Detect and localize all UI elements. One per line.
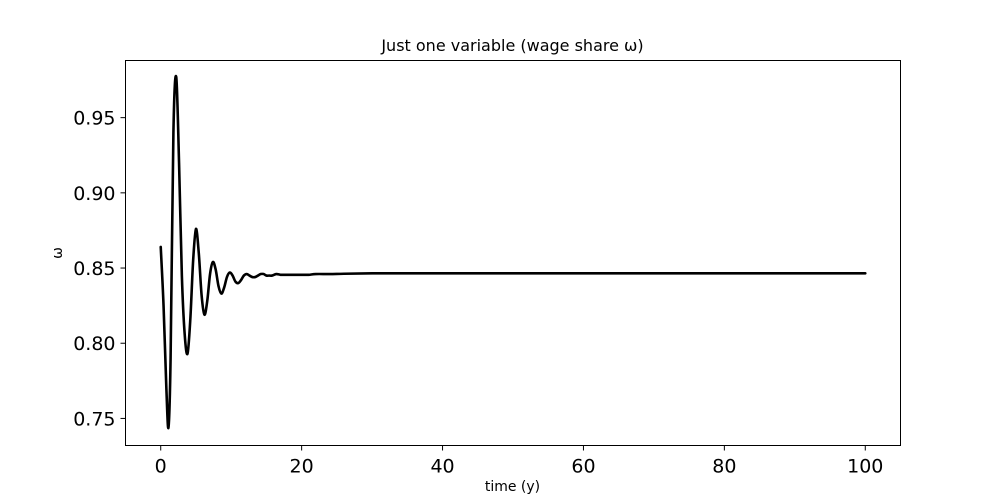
y-tick-label: 0.75 (73, 408, 115, 430)
x-tick-label: 100 (847, 456, 883, 478)
x-axis-ticks: 0 20 40 60 80 100 (155, 445, 883, 478)
x-tick-label: 0 (155, 456, 167, 478)
x-tick-label: 20 (290, 456, 314, 478)
x-tick-label: 60 (571, 456, 595, 478)
y-tick-label: 0.80 (73, 333, 115, 355)
y-tick-label: 0.85 (73, 258, 115, 280)
x-axis-label: time (y) (485, 479, 540, 495)
y-axis-label: ω (50, 247, 66, 259)
plot-area-frame (125, 60, 901, 446)
chart-title: Just one variable (wage share ω) (380, 36, 643, 55)
x-tick-label: 80 (712, 456, 736, 478)
y-tick-label: 0.95 (73, 108, 115, 130)
x-tick-label: 40 (430, 456, 454, 478)
y-tick-label: 0.90 (73, 183, 115, 205)
series-line-wage-share (159, 74, 867, 430)
y-axis-ticks: 0.75 0.80 0.85 0.90 0.95 (73, 108, 126, 430)
